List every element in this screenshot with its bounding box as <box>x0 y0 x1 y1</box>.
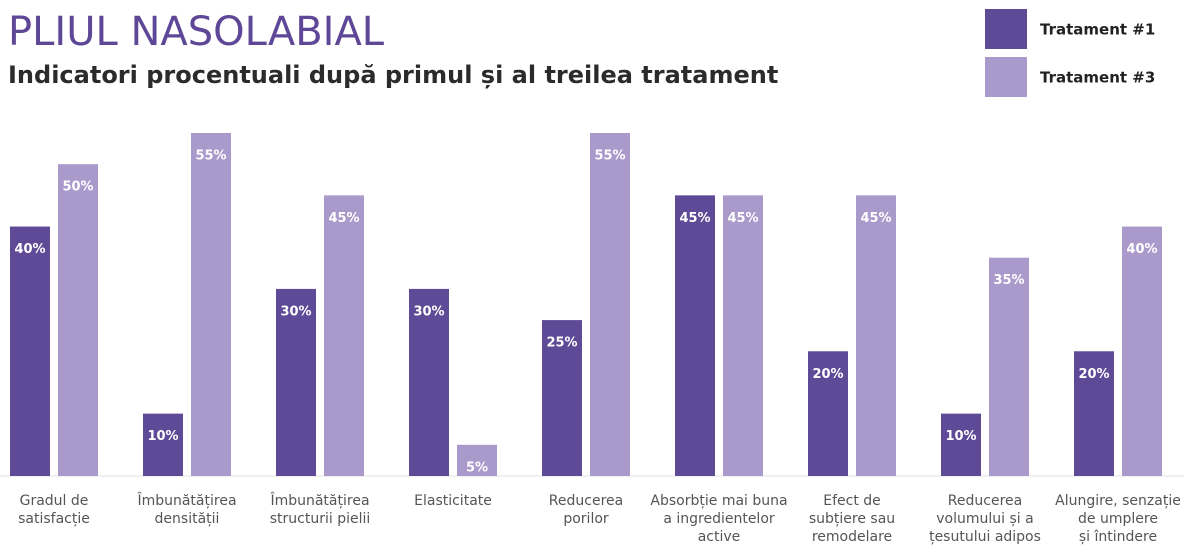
bar <box>989 257 1029 476</box>
legend-swatch <box>985 9 1027 49</box>
bar <box>457 444 497 476</box>
x-tick-label: Efect de subțiere sau remodelare <box>808 493 896 545</box>
bar <box>1074 351 1114 476</box>
value-label: 45% <box>860 211 891 226</box>
legend-swatch <box>985 57 1027 97</box>
value-label: 10% <box>945 429 976 444</box>
x-tick-label: Elasticitate <box>414 493 492 509</box>
bar <box>542 320 582 476</box>
x-tick-label: Îmbunătățirea densității <box>137 493 237 527</box>
value-label: 35% <box>993 273 1024 288</box>
value-label: 30% <box>413 304 444 319</box>
value-label: 55% <box>594 149 625 164</box>
bar <box>941 413 981 476</box>
value-label: 20% <box>1078 367 1109 382</box>
chart-subtitle: Indicatori procentuali după primul și al… <box>8 61 778 89</box>
value-label: 55% <box>195 149 226 164</box>
bar <box>10 226 50 476</box>
bar <box>409 288 449 476</box>
value-label: 45% <box>328 211 359 226</box>
bar <box>675 195 715 476</box>
x-tick-label: Absorbție mai buna a ingredientelor acti… <box>650 493 788 545</box>
value-label: 45% <box>679 211 710 226</box>
x-tick-label: Alungire, senzație de umplere și întinde… <box>1055 493 1181 545</box>
x-tick-label: Reducerea volumului și a țesutului adipo… <box>929 493 1041 545</box>
bar <box>808 351 848 476</box>
value-label: 5% <box>466 460 488 475</box>
legend-label: Tratament #1 <box>1040 21 1155 39</box>
value-label: 30% <box>280 304 311 319</box>
chart-title: PLIUL NASOLABIAL <box>8 9 385 55</box>
value-label: 20% <box>812 367 843 382</box>
bar <box>1122 226 1162 476</box>
bar <box>58 164 98 476</box>
bar <box>856 195 896 476</box>
value-label: 40% <box>1126 242 1157 257</box>
bar <box>723 195 763 476</box>
x-tick-label: Reducerea porilor <box>548 493 624 527</box>
x-tick-label: Gradul de satisfacție <box>18 493 90 527</box>
bar <box>191 133 231 476</box>
value-label: 45% <box>727 211 758 226</box>
value-label: 50% <box>62 180 93 195</box>
value-label: 10% <box>147 429 178 444</box>
legend-label: Tratament #3 <box>1040 69 1155 87</box>
value-label: 25% <box>546 336 577 351</box>
bar <box>143 413 183 476</box>
bar <box>324 195 364 476</box>
value-label: 40% <box>14 242 45 257</box>
x-tick-label: Îmbunătățirea structurii pielii <box>269 493 371 527</box>
bar <box>276 288 316 476</box>
bar <box>590 133 630 476</box>
